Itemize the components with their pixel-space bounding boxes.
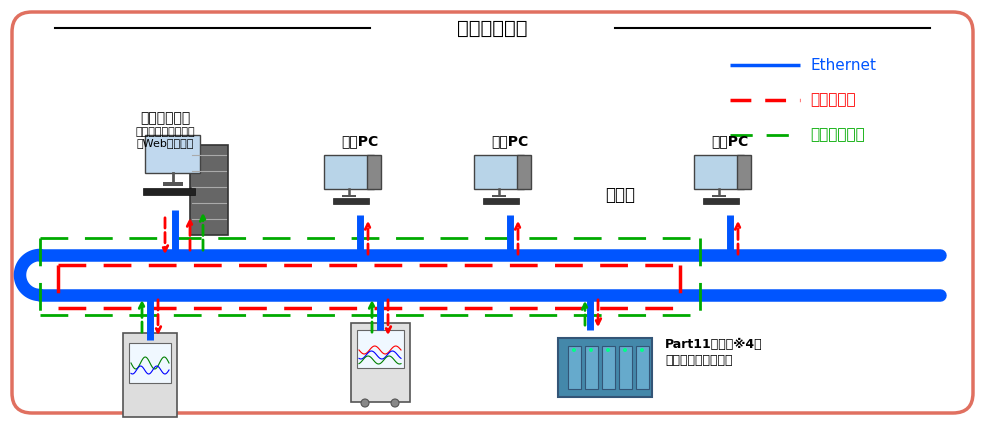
FancyBboxPatch shape — [324, 155, 374, 189]
Bar — [492, 195, 506, 197]
FancyBboxPatch shape — [145, 135, 200, 173]
Bar — [568, 346, 581, 389]
FancyBboxPatch shape — [475, 155, 524, 189]
Circle shape — [640, 348, 644, 352]
Text: ペーパレスレコーダ: ペーパレスレコーダ — [665, 354, 733, 366]
Bar — [143, 188, 195, 195]
Bar — [636, 346, 649, 389]
Bar — [585, 346, 598, 389]
FancyBboxPatch shape — [351, 323, 410, 402]
Text: ユーザ認証: ユーザ認証 — [810, 93, 856, 108]
FancyBboxPatch shape — [737, 155, 751, 189]
FancyBboxPatch shape — [558, 338, 652, 397]
Text: 監視PC: 監視PC — [492, 134, 529, 148]
Bar — [333, 198, 369, 204]
Text: ・・・: ・・・ — [605, 186, 635, 204]
Text: ドメイン環境: ドメイン環境 — [457, 19, 527, 37]
Bar — [129, 343, 171, 383]
Circle shape — [589, 348, 593, 352]
Bar — [712, 195, 726, 197]
Circle shape — [361, 399, 369, 407]
Bar — [163, 182, 183, 186]
FancyBboxPatch shape — [517, 155, 531, 189]
Text: ファイル転送: ファイル転送 — [810, 128, 865, 142]
Circle shape — [572, 348, 576, 352]
Circle shape — [606, 348, 610, 352]
Text: 監視PC: 監視PC — [711, 134, 749, 148]
Bar — [342, 195, 357, 197]
Text: Ethernet: Ethernet — [810, 57, 876, 73]
FancyBboxPatch shape — [694, 155, 744, 189]
Bar — [357, 330, 404, 368]
FancyBboxPatch shape — [12, 12, 973, 413]
Circle shape — [391, 399, 399, 407]
Bar — [483, 198, 519, 204]
Circle shape — [623, 348, 627, 352]
Text: （ドメインサーバ）: （ドメインサーバ） — [135, 127, 195, 137]
FancyBboxPatch shape — [367, 155, 380, 189]
Text: （Webサーバ）: （Webサーバ） — [136, 138, 194, 148]
Bar — [619, 346, 632, 389]
Text: データサーバ: データサーバ — [140, 111, 190, 125]
Text: 監視PC: 監視PC — [342, 134, 378, 148]
Text: Part11対応（※4）: Part11対応（※4） — [665, 338, 762, 351]
FancyBboxPatch shape — [190, 145, 228, 235]
FancyBboxPatch shape — [123, 333, 177, 417]
Bar — [703, 198, 739, 204]
Bar — [602, 346, 615, 389]
